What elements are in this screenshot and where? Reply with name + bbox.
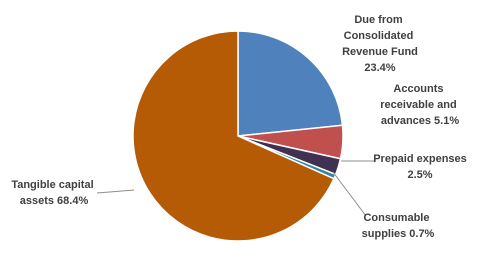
leader-line — [96, 189, 135, 194]
pie — [132, 30, 344, 242]
pie-slice — [132, 30, 335, 242]
pie-slice — [237, 30, 344, 137]
data-label-value: 0.7% — [409, 228, 434, 240]
data-label-value: 2.5% — [407, 169, 432, 181]
data-label-name: Due from Consolidated Revenue Fund — [342, 14, 418, 58]
labels: Due from Consolidated Revenue Fund 23.4% A… — [11, 14, 466, 240]
data-label-value: 23.4% — [364, 62, 395, 74]
leader-line — [332, 171, 367, 217]
data-label-value: 68.4% — [57, 195, 88, 207]
data-label-name: Prepaid expenses — [373, 153, 467, 165]
data-label-name: Tangible capital assets — [11, 179, 96, 207]
data-label-value: 5.1% — [434, 115, 459, 127]
data-label-name: Accounts receivable and advances — [380, 83, 460, 127]
data-label-name: Consumable supplies — [362, 212, 433, 240]
